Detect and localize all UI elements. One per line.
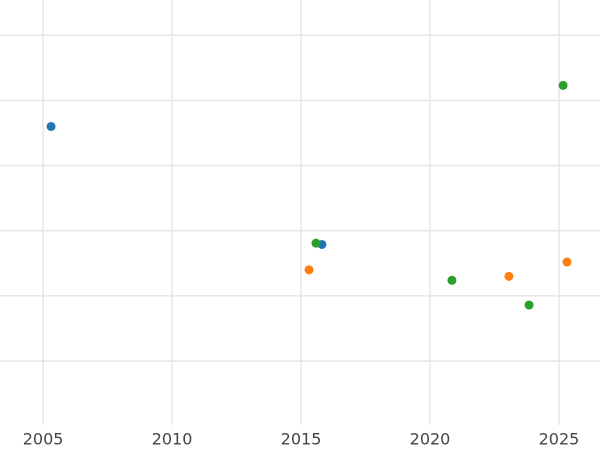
x-tick-label: 2005 — [23, 430, 64, 449]
point — [311, 238, 321, 248]
x-tick-label: 2015 — [281, 430, 322, 449]
x-tick-label: 2025 — [539, 430, 580, 449]
point — [447, 275, 457, 285]
point — [304, 265, 314, 275]
x-tick-label: 2010 — [152, 430, 193, 449]
point — [558, 80, 568, 90]
point — [46, 121, 56, 131]
point — [524, 300, 534, 310]
point — [504, 271, 514, 281]
x-tick-label: 2020 — [410, 430, 451, 449]
point — [562, 257, 572, 267]
